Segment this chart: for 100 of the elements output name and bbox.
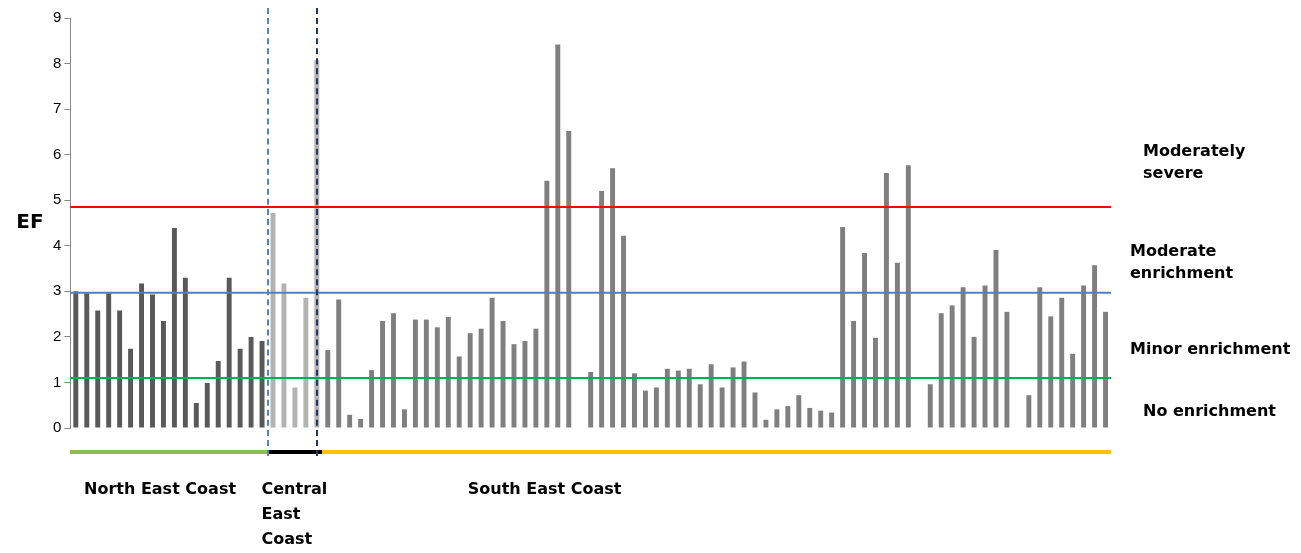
bar: [226, 277, 232, 428]
bar: [95, 310, 101, 428]
text: South East Coast: [467, 478, 622, 500]
bar: [949, 305, 955, 428]
y-tick-label: 5: [53, 190, 62, 208]
bar: [818, 410, 824, 428]
bar: [292, 387, 298, 428]
text: Moderate enrichment: [1130, 240, 1235, 284]
bar: [1070, 353, 1076, 428]
bar: [412, 319, 418, 428]
bar: [150, 294, 155, 428]
bar: [730, 367, 736, 428]
bar: [862, 253, 867, 428]
bar: [785, 406, 791, 428]
bar: [938, 313, 944, 428]
bar: [610, 168, 616, 428]
bar: [873, 337, 878, 428]
bar: [840, 227, 846, 428]
bar: [1103, 311, 1108, 428]
y-axis-title: EF: [16, 209, 44, 234]
bar: [204, 382, 210, 428]
bar: [653, 387, 659, 428]
bar: [500, 320, 506, 428]
bar: [1026, 395, 1032, 428]
bar: [894, 262, 900, 428]
bar: [1004, 311, 1010, 428]
bar: [1037, 287, 1043, 428]
bar: [763, 419, 769, 428]
bar: [456, 356, 462, 428]
bar: [686, 368, 692, 428]
bar: [719, 387, 725, 428]
bar: [566, 130, 572, 428]
y-tick-label: 1: [53, 372, 62, 390]
bar: [1048, 316, 1054, 428]
bar: [369, 370, 375, 428]
bar: [467, 333, 473, 428]
bar: [281, 283, 287, 428]
bar: [336, 299, 342, 428]
bar: [117, 310, 123, 428]
bar: [84, 293, 90, 428]
text: Minor enrichment: [1130, 338, 1291, 360]
bar: [851, 320, 857, 428]
bar: [325, 350, 331, 428]
bar: [664, 368, 670, 428]
bar: [434, 327, 440, 428]
bar: [642, 390, 648, 428]
bar: [128, 348, 134, 428]
y-tick-label: 9: [53, 8, 62, 26]
bar: [544, 180, 550, 428]
bar: [423, 319, 429, 428]
text: Moderately severe: [1143, 140, 1247, 184]
bar: [160, 320, 166, 428]
y-tick-label: 6: [53, 144, 62, 162]
bar: [927, 384, 933, 428]
bar: [708, 364, 714, 428]
bar: [796, 395, 802, 428]
bar: [478, 328, 484, 428]
bar: [73, 291, 79, 428]
text: No enrichment: [1143, 400, 1277, 422]
bar: [380, 320, 385, 428]
bar: [522, 340, 528, 428]
bar: [971, 336, 977, 428]
bar: [621, 235, 626, 428]
bar: [829, 412, 835, 428]
bar: [599, 191, 605, 428]
bar: [347, 414, 353, 428]
y-tick-label: 2: [53, 327, 62, 345]
bar: [445, 316, 451, 428]
bar: [358, 418, 364, 428]
bar: [1081, 285, 1087, 428]
bar: [774, 409, 780, 428]
bar: [215, 361, 221, 428]
y-tick-label: 0: [53, 418, 62, 436]
bar: [237, 348, 243, 428]
bar: [401, 409, 407, 428]
y-tick-label: 3: [53, 281, 62, 299]
text: North East Coast: [84, 478, 237, 500]
bar: [139, 283, 145, 428]
bar: [1059, 297, 1065, 428]
bar: [960, 287, 966, 428]
bar: [248, 336, 254, 428]
bar: [675, 370, 681, 428]
bar: [555, 44, 561, 428]
bar: [303, 297, 309, 428]
bar: [489, 297, 495, 428]
y-tick-label: 4: [53, 235, 62, 253]
bar: [182, 277, 188, 428]
bar: [391, 313, 396, 428]
bar: [905, 165, 911, 428]
bar: [193, 402, 199, 428]
bar: [807, 407, 813, 428]
bar: [171, 228, 177, 428]
bar: [588, 371, 594, 428]
bar: [632, 373, 637, 428]
bar: [1092, 265, 1098, 428]
bar: [259, 340, 265, 428]
bar: [106, 293, 112, 428]
y-tick-label: 8: [53, 53, 62, 71]
text: Central East Coast: [261, 478, 329, 550]
bar: [883, 172, 889, 428]
